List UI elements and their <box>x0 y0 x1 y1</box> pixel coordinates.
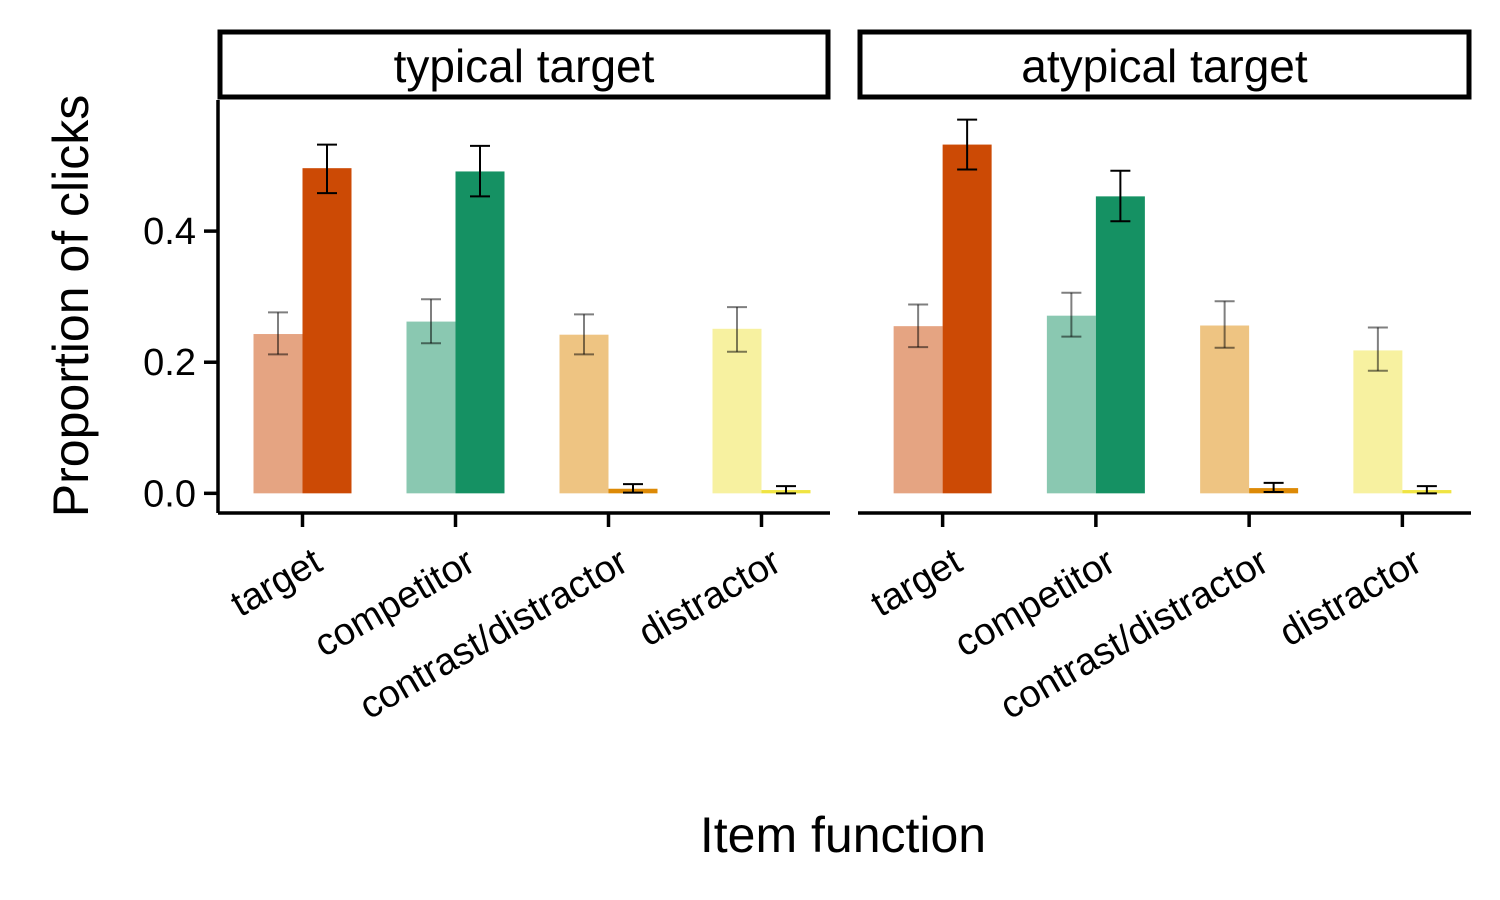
y-tick-label: 0.2 <box>143 342 196 384</box>
bar-competitor-faded <box>406 321 456 494</box>
error-bar-distractor-solid <box>1416 485 1437 495</box>
error-bar-target-faded <box>908 303 929 349</box>
panel-strip <box>857 29 1472 100</box>
error-bar-distractor-faded <box>1367 326 1388 372</box>
panel-atypical-target: atypical targettargetcompetitorcontrast/… <box>857 29 1472 728</box>
x-tick-label-contrast-distractor: contrast/distractor <box>352 540 635 728</box>
bar-target-faded <box>893 326 943 494</box>
error-bar-competitor-solid <box>1110 169 1131 223</box>
panels: typical targettargetcompetitorcontrast/d… <box>217 29 1472 728</box>
x-tick-label-target: target <box>864 540 970 625</box>
panel-strip-label: atypical target <box>1021 40 1308 92</box>
error-bar-distractor-solid <box>776 485 796 495</box>
error-bar-contrast-distractor-faded <box>574 313 594 356</box>
error-bar-target-faded <box>268 311 288 356</box>
y-axis: 0.0 0.2 0.4 <box>143 100 220 515</box>
panel-typical-target: typical targettargetcompetitorcontrast/d… <box>217 29 831 728</box>
error-bar-distractor-faded <box>727 306 747 353</box>
bar-contrast-distractor-faded <box>1200 325 1250 494</box>
panel-strip-label: typical target <box>394 40 655 92</box>
bar-competitor-solid <box>455 171 505 494</box>
error-bar-contrast-distractor-faded <box>1214 300 1235 349</box>
error-bar-competitor-faded <box>1061 291 1082 338</box>
y-axis-title: Proportion of clicks <box>43 95 99 517</box>
x-tick-label-target: target <box>224 540 330 625</box>
error-bar-competitor-solid <box>470 144 490 198</box>
bar-distractor-faded <box>712 328 762 494</box>
error-bar-competitor-faded <box>421 298 441 345</box>
x-axis-title: Item function <box>700 807 986 863</box>
x-tick-label-distractor: distractor <box>1273 540 1430 655</box>
bar-target-faded <box>253 334 303 494</box>
error-bar-target-solid <box>317 143 337 195</box>
bar-target-solid <box>302 168 352 494</box>
x-tick-label-distractor: distractor <box>632 540 789 655</box>
bar-distractor-faded <box>1353 350 1403 494</box>
y-tick-label: 0.0 <box>143 473 196 515</box>
panel-strip <box>217 29 831 100</box>
error-bar-contrast-distractor-solid <box>623 483 643 494</box>
error-bar-contrast-distractor-solid <box>1263 481 1284 494</box>
bar-competitor-faded <box>1046 315 1096 494</box>
x-tick-label-contrast-distractor: contrast/distractor <box>993 540 1276 728</box>
bar-competitor-solid <box>1095 196 1145 494</box>
bar-contrast-distractor-faded <box>559 334 609 494</box>
y-tick-label: 0.4 <box>143 211 196 253</box>
bar-target-solid <box>942 144 992 494</box>
error-bar-target-solid <box>957 118 978 171</box>
